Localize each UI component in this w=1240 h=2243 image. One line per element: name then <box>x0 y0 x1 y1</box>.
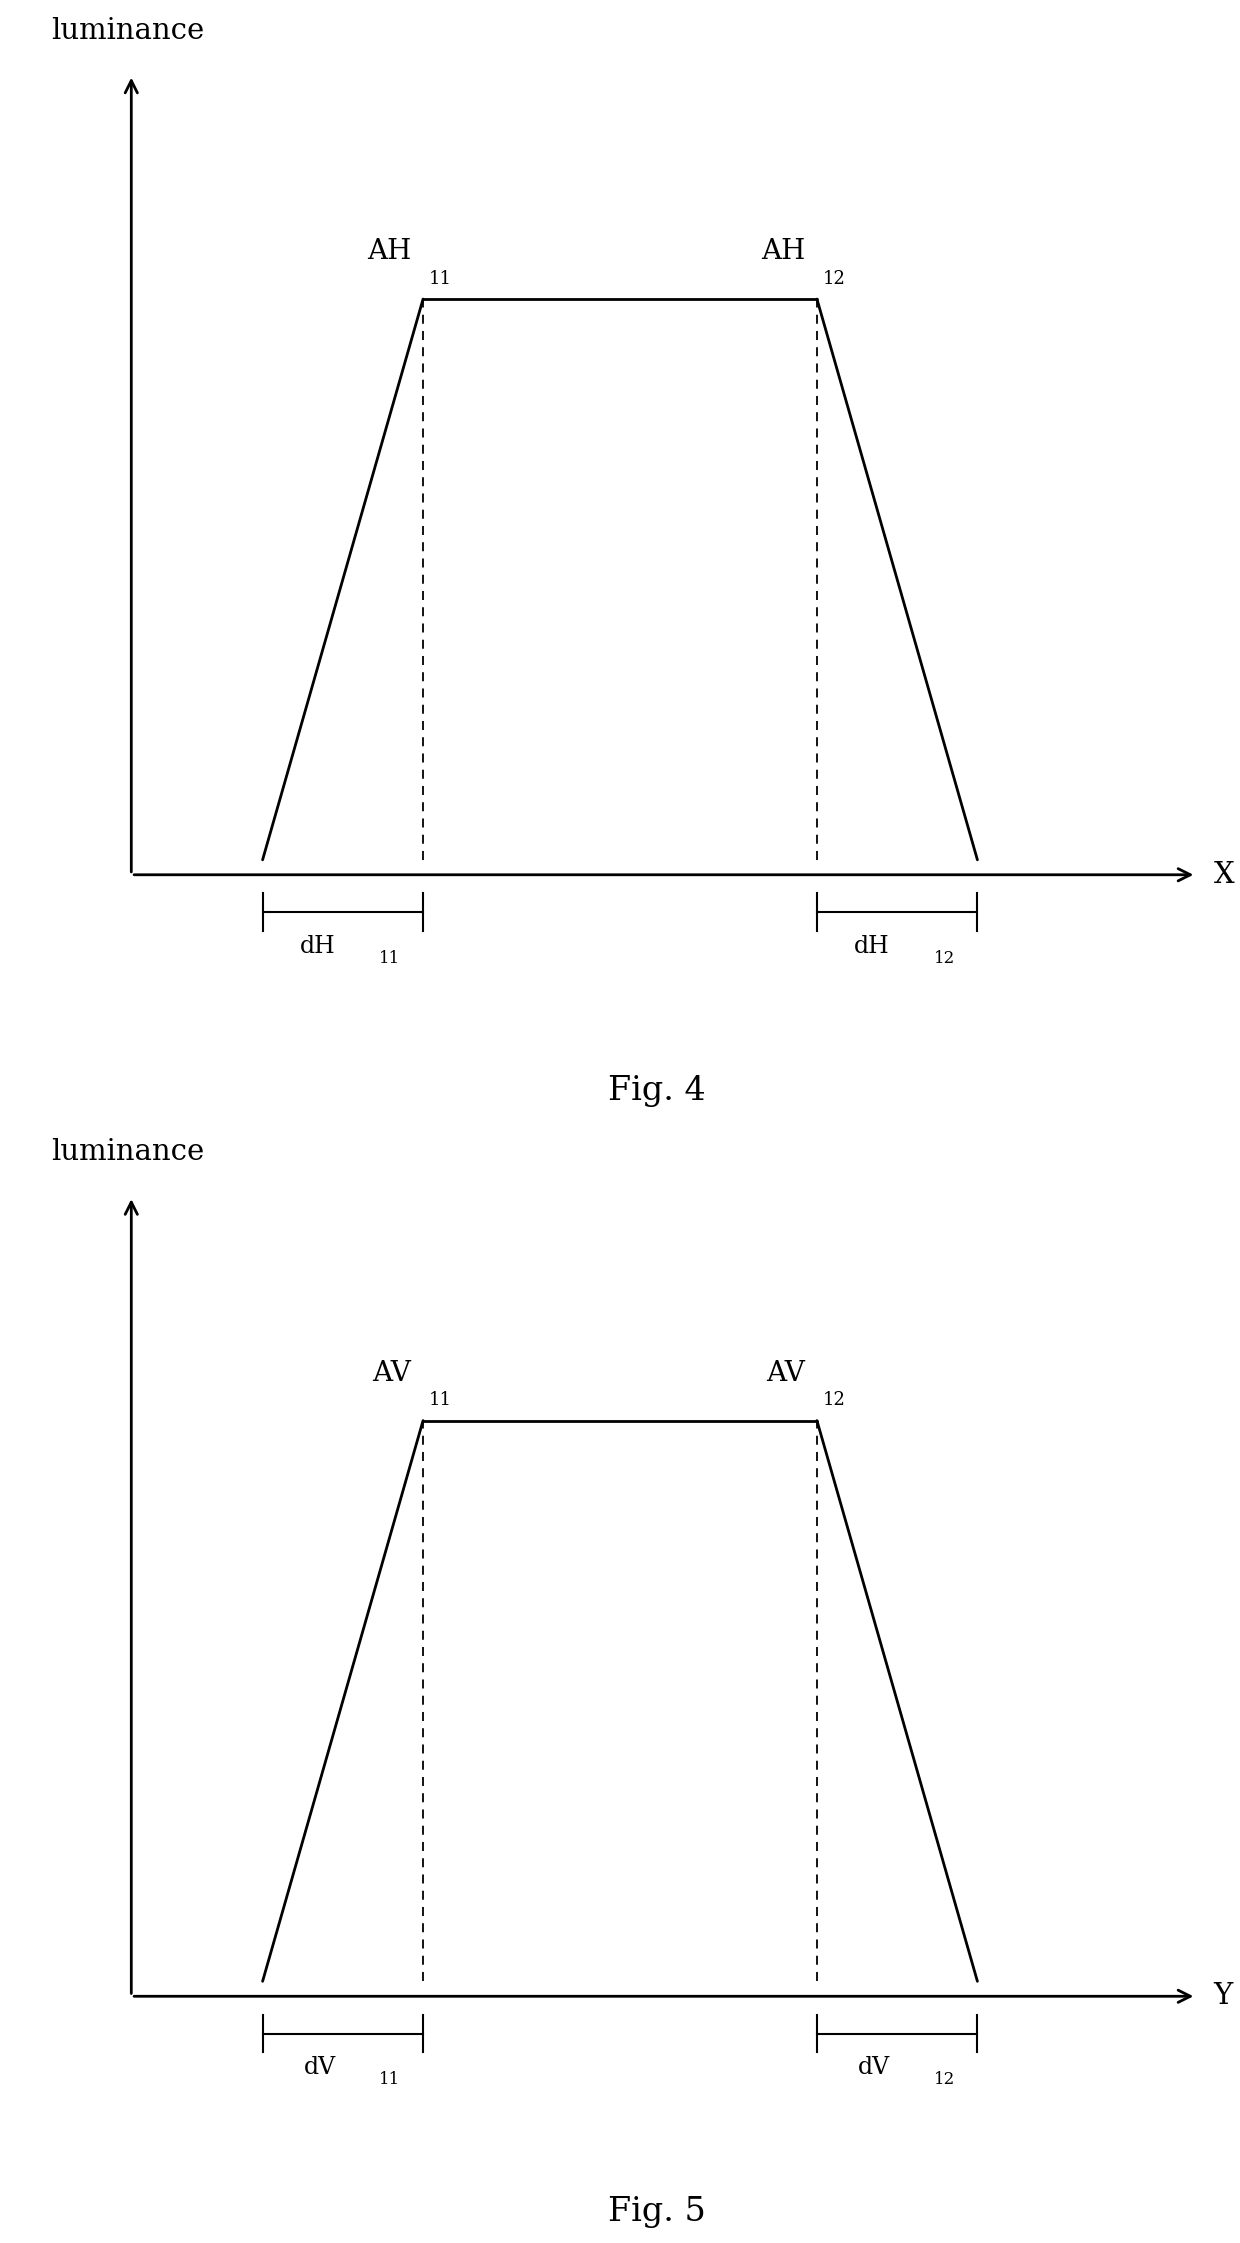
Text: 12: 12 <box>823 269 846 287</box>
Text: 11: 11 <box>429 1391 451 1409</box>
Text: AH: AH <box>761 238 805 265</box>
Text: dH: dH <box>854 935 890 958</box>
Text: 11: 11 <box>379 2070 401 2088</box>
Text: X: X <box>1214 861 1234 888</box>
Text: luminance: luminance <box>51 1139 205 1166</box>
Text: 12: 12 <box>934 949 955 967</box>
Text: 11: 11 <box>429 269 451 287</box>
Text: AV: AV <box>766 1359 805 1386</box>
Text: luminance: luminance <box>51 18 205 45</box>
Text: AH: AH <box>367 238 412 265</box>
Text: dV: dV <box>858 2057 890 2079</box>
Text: Fig. 4: Fig. 4 <box>608 1074 706 1106</box>
Text: 11: 11 <box>379 949 401 967</box>
Text: dV: dV <box>304 2057 336 2079</box>
Text: AV: AV <box>372 1359 412 1386</box>
Text: 12: 12 <box>823 1391 846 1409</box>
Text: dH: dH <box>300 935 336 958</box>
Text: 12: 12 <box>934 2070 955 2088</box>
Text: Fig. 5: Fig. 5 <box>608 2196 706 2227</box>
Text: Y: Y <box>1214 1983 1233 2010</box>
